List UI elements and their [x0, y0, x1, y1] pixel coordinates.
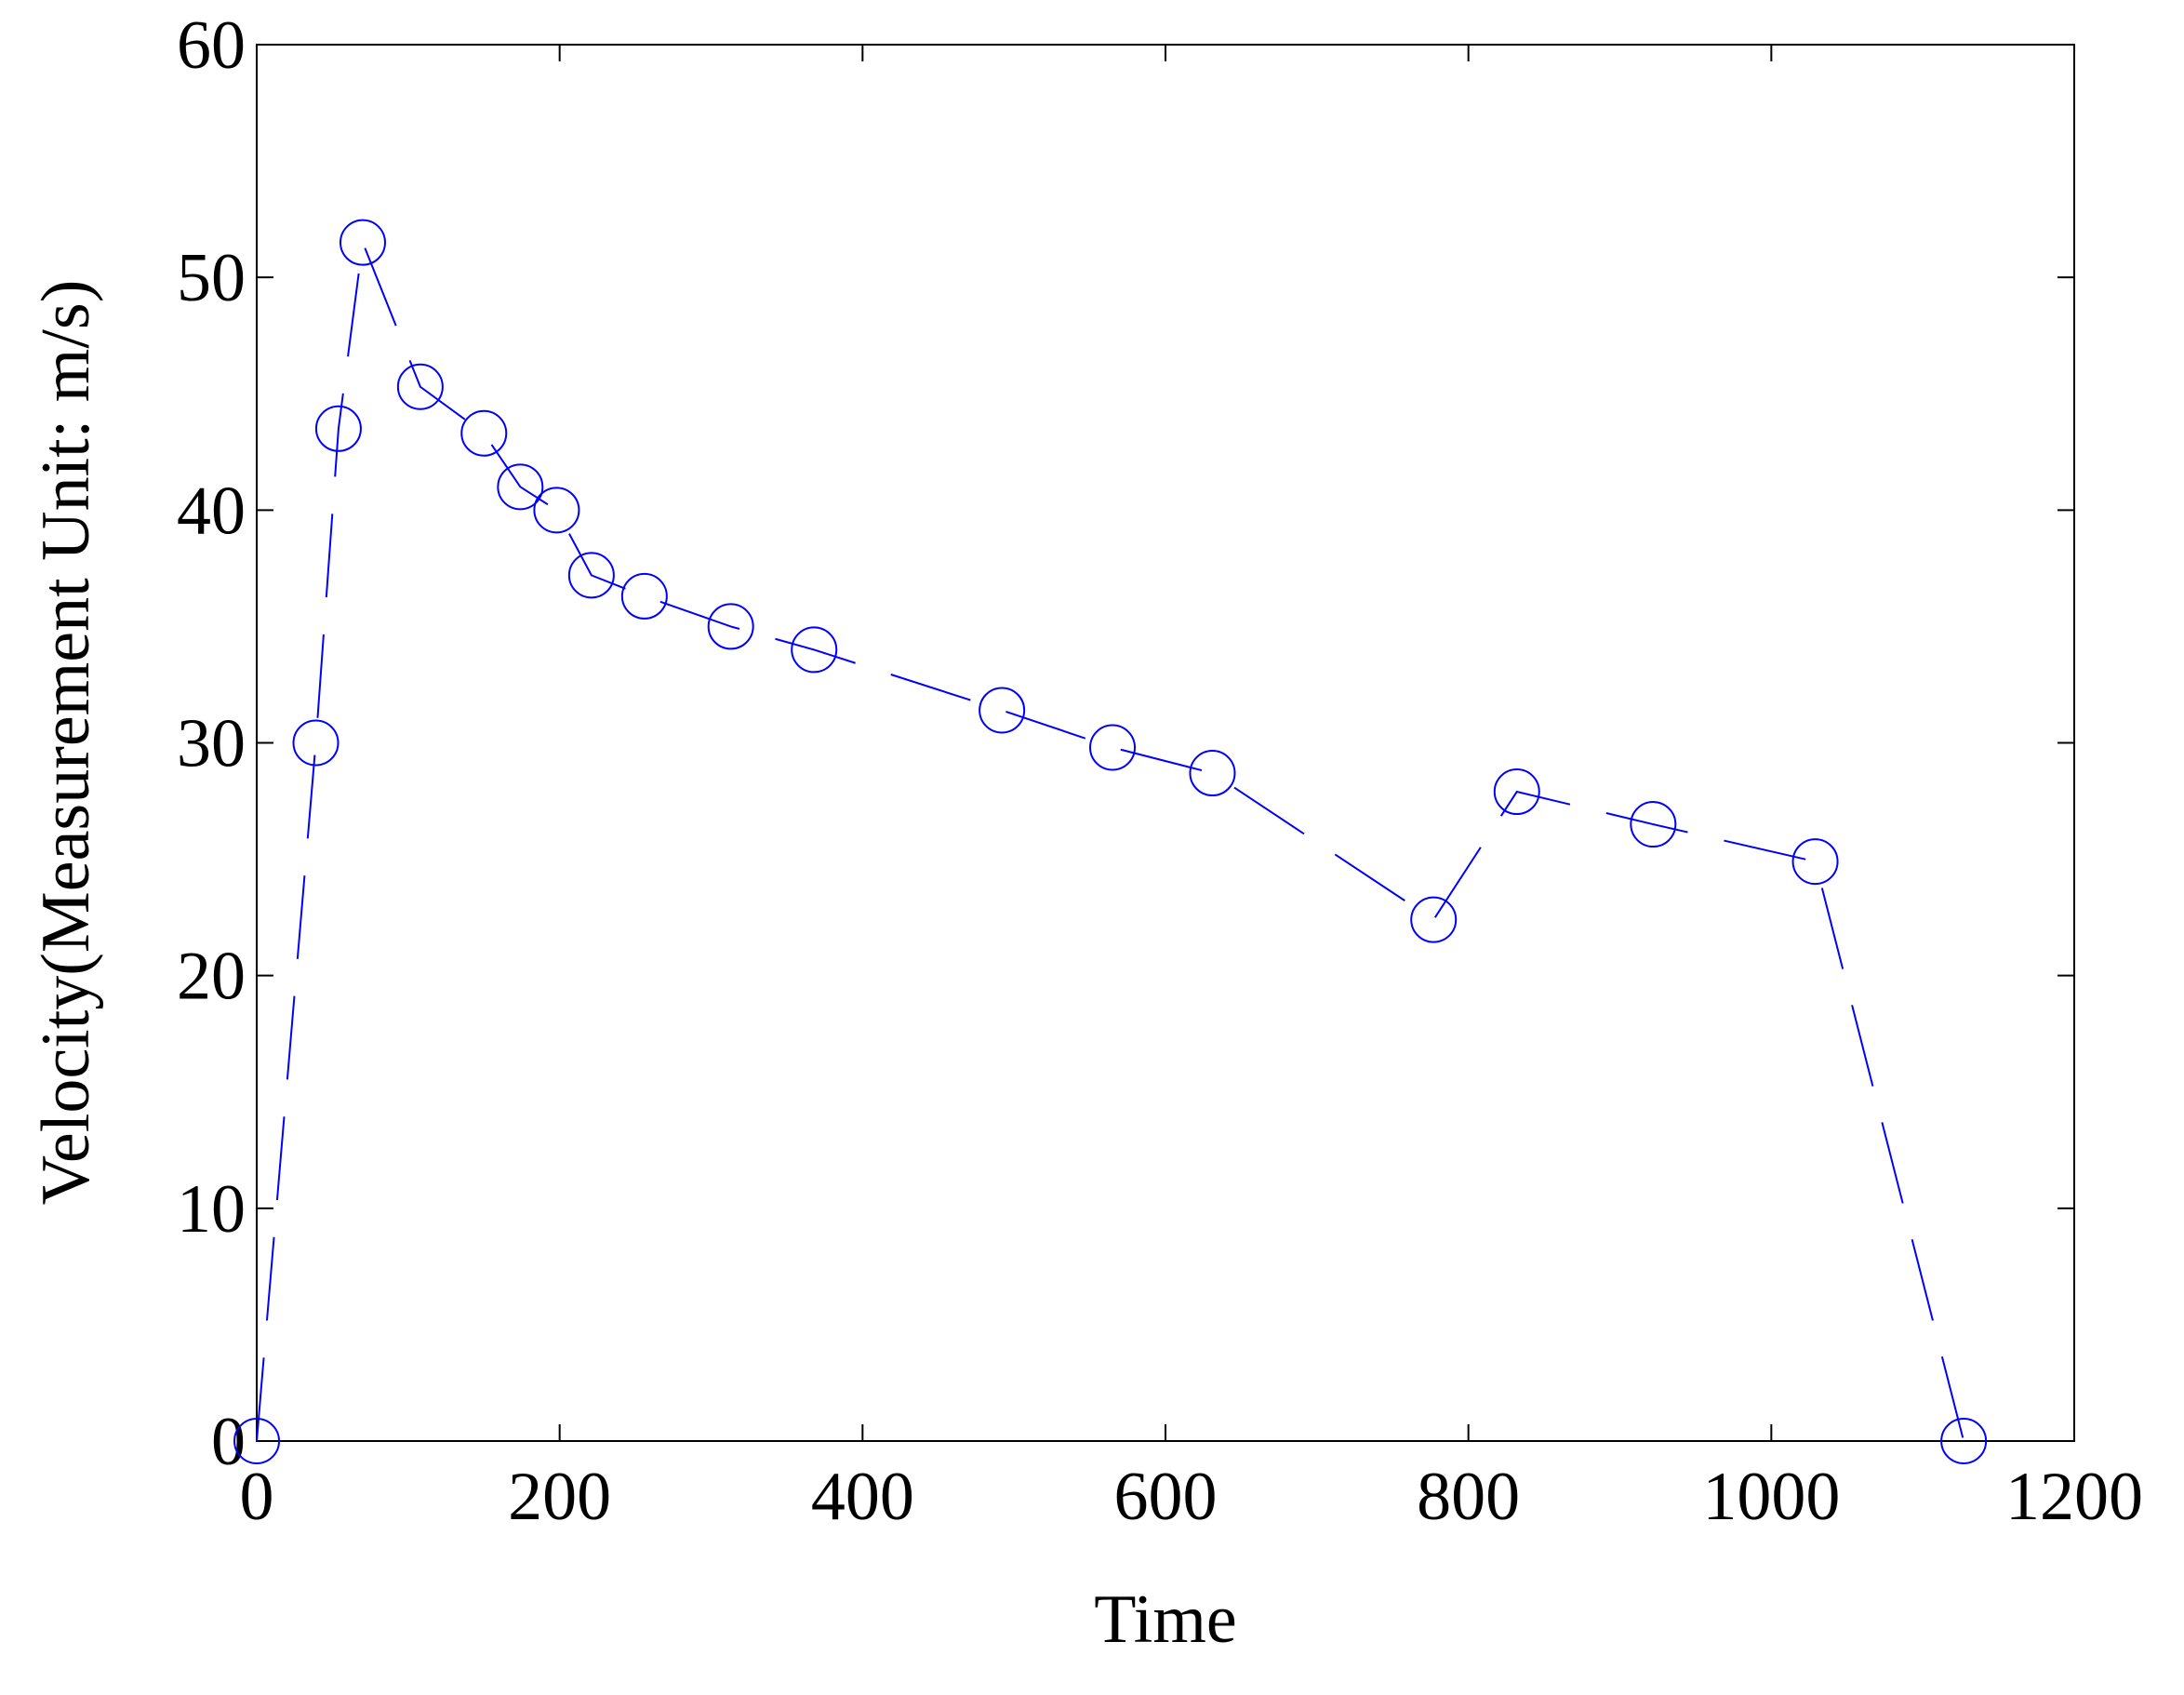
y-tick-label: 30: [177, 706, 246, 782]
x-tick-label: 800: [1417, 1459, 1520, 1535]
data-point: [1493, 768, 1540, 816]
data-point: [233, 1418, 280, 1464]
x-tick-label: 1200: [2005, 1459, 2143, 1535]
y-tick-label: 40: [177, 473, 246, 549]
plot-frame: [256, 44, 2075, 1442]
y-axis-label: Velocity(Measurement Unit: m/s): [28, 280, 104, 1206]
data-point: [791, 626, 838, 674]
y-tick-label: 0: [211, 1404, 246, 1480]
data-point: [533, 487, 580, 534]
y-tick-label: 20: [177, 939, 246, 1015]
data-point: [497, 463, 544, 511]
x-tick-label: 1000: [1702, 1459, 1840, 1535]
data-point: [339, 219, 386, 266]
data-line: [256, 238, 1965, 1442]
y-tick-label: 10: [177, 1171, 246, 1248]
y-tick-label: 60: [177, 7, 246, 84]
data-point: [567, 552, 615, 599]
data-point: [1089, 724, 1137, 771]
data-point: [707, 603, 754, 650]
data-point: [1410, 896, 1458, 943]
x-tick-label: 200: [508, 1459, 611, 1535]
data-point: [979, 687, 1026, 734]
data-point: [1189, 750, 1236, 797]
data-point: [620, 572, 668, 620]
data-point: [1630, 801, 1677, 848]
x-axis-label: Time: [1094, 1582, 1237, 1658]
data-point: [292, 719, 340, 767]
y-tick-label: 50: [177, 240, 246, 316]
data-point: [314, 405, 362, 452]
x-tick-label: 600: [1114, 1459, 1218, 1535]
data-point: [1791, 838, 1839, 886]
data-point: [1940, 1418, 1988, 1464]
data-point: [460, 409, 508, 457]
data-point: [396, 363, 444, 410]
x-tick-label: 0: [240, 1459, 274, 1535]
x-tick-label: 400: [811, 1459, 914, 1535]
